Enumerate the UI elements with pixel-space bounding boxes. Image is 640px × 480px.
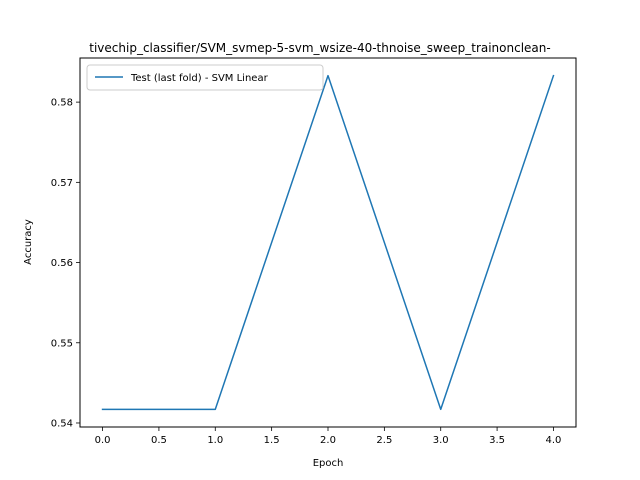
x-tick-label: 2.0 xyxy=(320,435,336,446)
x-tick-label: 1.5 xyxy=(264,435,280,446)
chart-title: tivechip_classifier/SVM_svmep-5-svm_wsiz… xyxy=(89,41,550,55)
x-tick-label: 0.0 xyxy=(95,435,111,446)
x-tick-label: 3.5 xyxy=(489,435,505,446)
x-axis-label: Epoch xyxy=(313,458,344,469)
y-tick-label: 0.58 xyxy=(51,98,73,109)
y-tick-label: 0.54 xyxy=(51,418,73,429)
legend: Test (last fold) - SVM Linear xyxy=(86,64,324,91)
y-axis-ticks: 0.54 0.55 0.56 0.57 0.58 xyxy=(51,98,80,429)
x-tick-label: 3.0 xyxy=(433,435,449,446)
x-tick-label: 4.0 xyxy=(546,435,562,446)
legend-entry-label: Test (last fold) - SVM Linear xyxy=(130,73,269,84)
x-tick-label: 2.5 xyxy=(376,435,392,446)
y-tick-label: 0.55 xyxy=(51,338,73,349)
x-tick-label: 0.5 xyxy=(151,435,167,446)
series-line-0 xyxy=(101,74,555,411)
legend-box xyxy=(86,64,324,91)
x-tick-label: 1.0 xyxy=(207,435,223,446)
y-axis-label: Accuracy xyxy=(23,219,34,265)
y-tick-label: 0.56 xyxy=(51,258,73,269)
axes-frame xyxy=(79,57,577,428)
x-axis-ticks: 0.0 0.5 1.0 1.5 2.0 2.5 3.0 3.5 4.0 xyxy=(95,427,562,446)
y-tick-label: 0.57 xyxy=(51,178,73,189)
plot-area xyxy=(101,74,555,411)
